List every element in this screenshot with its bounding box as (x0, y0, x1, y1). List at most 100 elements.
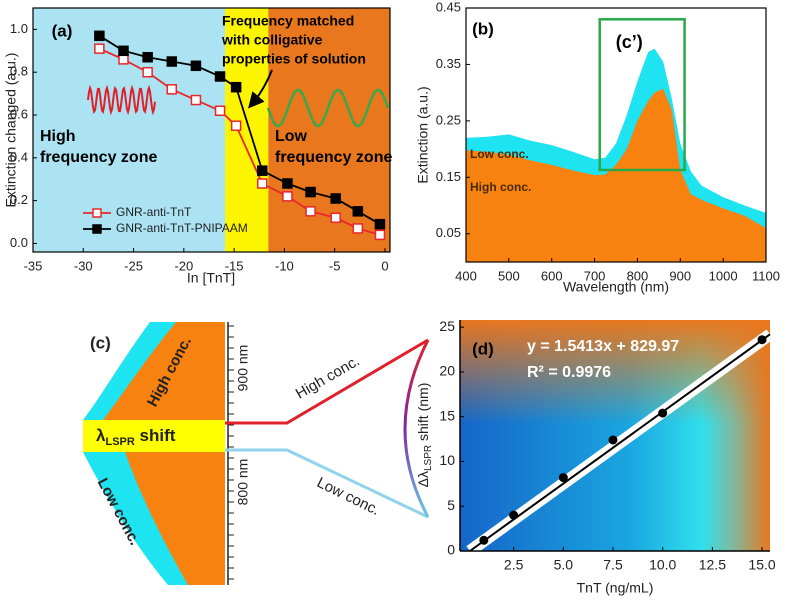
y-tick-label: 0.4 (10, 149, 28, 164)
y-axis-label: Extinction (a.u.) (415, 86, 431, 183)
x-tick-label: 500 (498, 268, 520, 283)
series-label: Low conc. (470, 147, 529, 161)
point (558, 473, 568, 483)
x-tick-label: 800 (627, 268, 649, 283)
y-tick-label: 0 (447, 542, 455, 558)
y-tick-label: 0.25 (436, 112, 461, 127)
panel: Low conc. High conc. (c’) 400 500 600 700 800 90… (415, 0, 780, 295)
marker (214, 71, 226, 82)
y-tick-label: 0.2 (10, 192, 28, 207)
high-region (103, 322, 225, 420)
y-axis-label-part: LSPR (423, 445, 434, 471)
x-tick-label: 700 (584, 268, 606, 283)
branch-high-label: High conc. (293, 352, 363, 402)
series-area (466, 88, 766, 263)
marker (94, 43, 105, 54)
marker (374, 218, 386, 230)
marker (142, 51, 153, 63)
marker (94, 30, 105, 42)
panel: High frequency zone Frequency matched with … (3, 7, 392, 286)
marker (118, 54, 129, 65)
x-tick-label: 10.0 (649, 557, 676, 573)
scale-label: 800 nm (235, 459, 251, 506)
zone-label: frequency zone (275, 149, 392, 166)
point (757, 335, 767, 345)
shift-band (83, 420, 225, 452)
marker (118, 45, 129, 57)
x-tick-label: 7.5 (603, 557, 623, 573)
point (608, 435, 618, 445)
y-tick-label: 10 (439, 452, 455, 468)
annotation: y = 1.5413x + 829.97 (527, 338, 679, 355)
marker (305, 186, 316, 198)
marker (166, 56, 178, 67)
zone (268, 8, 390, 252)
marker (257, 178, 268, 189)
branch-low-label: Low conc. (314, 474, 382, 519)
marker (330, 193, 341, 204)
x-tick-label: -35 (24, 258, 43, 273)
shift-label: λLSPR shift (96, 426, 176, 447)
x-tick-label: -20 (174, 258, 193, 273)
marker (190, 94, 202, 106)
marker (230, 81, 242, 93)
x-tick-label: 15.0 (748, 557, 775, 573)
x-tick-label: 2.5 (504, 557, 524, 573)
zone-label: High (40, 128, 76, 145)
y-tick-label: 0.45 (436, 0, 461, 14)
y-tick-label: 0.15 (436, 169, 461, 184)
x-tick-label: 600 (541, 268, 563, 283)
shift-word: shift (135, 426, 176, 445)
x-tick-label: 400 (455, 268, 477, 283)
y-tick-label: 25 (439, 318, 455, 334)
x-axis-label: TnT (ng/mL) (577, 580, 654, 596)
charts: High frequency zone Frequency matched with … (3, 0, 780, 596)
wave-high (87, 84, 156, 116)
wave-low (266, 88, 390, 128)
legend-marker (92, 224, 102, 234)
y-axis-label: Extinction changed (a.u.) (3, 53, 19, 208)
arrow (248, 69, 273, 109)
shift-symbol: λ (96, 426, 106, 445)
panel-label: (c) (90, 333, 111, 352)
x-tick-label: -30 (74, 258, 93, 273)
scale-ticks (228, 325, 234, 580)
panel-label: (d) (472, 339, 494, 358)
zone-label: with colligative (221, 32, 323, 48)
y-tick-label: 5 (447, 497, 455, 513)
scale-label: 900 nm (235, 345, 251, 392)
marker (282, 191, 293, 202)
x-tick-label: 12.5 (699, 557, 726, 573)
marker (190, 60, 202, 72)
annotation: R² = 0.9976 (527, 364, 611, 381)
point (658, 408, 668, 418)
y-tick-label: 0.05 (436, 225, 461, 240)
y-axis-label-part: shift (nm) (415, 383, 431, 445)
x-tick-label: 1000 (709, 268, 738, 283)
x-tick-label: 1100 (752, 268, 780, 283)
x-tick-label: -5 (329, 258, 341, 273)
legend-marker (92, 208, 102, 218)
diagram: (c) High conc. Low conc. λLSPR shift 900… (83, 322, 430, 585)
zone (33, 8, 226, 252)
y-tick-label: 1.0 (10, 21, 28, 36)
highlight-label: (c’) (616, 32, 643, 52)
marker (166, 84, 178, 95)
high-branch (225, 338, 429, 425)
zone-label: Low (275, 128, 308, 145)
y-tick-label: 0.35 (436, 56, 461, 71)
y-axis-label: ΔλLSPR shift (nm) (415, 383, 434, 488)
zone-label: frequency zone (40, 149, 157, 166)
x-tick-label: -10 (275, 258, 294, 273)
x-tick-label: -15 (225, 258, 244, 273)
series-label: High conc. (470, 180, 531, 194)
x-tick-label: 5.0 (554, 557, 574, 573)
legend-label: GNR-anti-TnT (116, 205, 192, 219)
fit-line (469, 333, 771, 552)
y-tick-label: 0.6 (10, 106, 28, 121)
plot-frame (32, 7, 391, 253)
marker (214, 105, 226, 116)
marker (230, 120, 242, 131)
marker (330, 212, 341, 224)
